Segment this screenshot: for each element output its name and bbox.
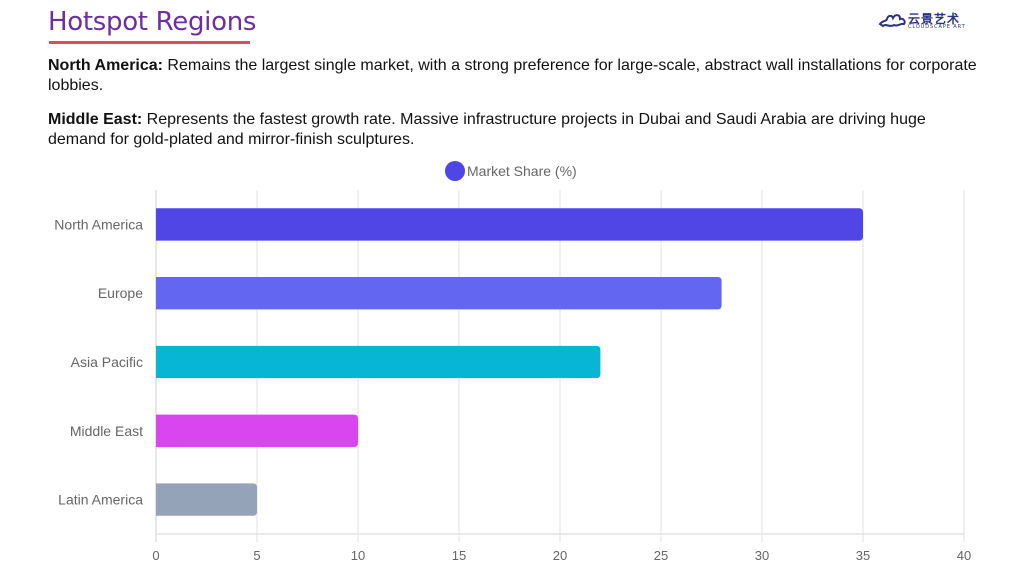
paragraph-label: Middle East:: [48, 111, 143, 128]
y-category-label: Asia Pacific: [71, 354, 143, 370]
paragraph-text: Represents the fastest growth rate. Mass…: [48, 111, 926, 148]
x-tick-label: 10: [351, 548, 365, 563]
bar-middle-east[interactable]: [156, 414, 358, 447]
legend-label[interactable]: Market Share (%): [467, 163, 577, 179]
legend-swatch[interactable]: [445, 161, 465, 181]
bar-asia-pacific[interactable]: [156, 345, 601, 379]
y-axis-labels: North America Europe Asia Pacific Middle Ea…: [54, 216, 143, 507]
x-tick-label: 35: [856, 548, 870, 563]
x-tick-label: 20: [553, 548, 567, 563]
logo-text-cn: 云景艺术: [908, 12, 961, 26]
title-underline: [49, 41, 250, 44]
brand-logo: 云景艺术 CLOUDSCAPE ART: [878, 10, 978, 32]
bar-europe[interactable]: [156, 277, 722, 310]
bar-north-america[interactable]: [156, 208, 863, 241]
chart-bars: [156, 208, 863, 516]
y-category-label: Middle East: [70, 423, 143, 439]
paragraph-label: North America:: [48, 57, 163, 74]
chart-legend[interactable]: Market Share (%): [445, 161, 577, 181]
x-tick-label: 25: [654, 548, 668, 563]
x-tick-label: 5: [253, 548, 260, 563]
x-tick-label: 40: [957, 548, 971, 563]
x-axis-labels: 0 5 10 15 20 25 30 35 40: [152, 548, 971, 563]
market-share-chart: Market Share (%) North America Europe Asia…: [54, 161, 971, 563]
paragraph-middle-east: Middle East: Represents the fastest grow…: [48, 110, 988, 150]
logo-text-en: CLOUDSCAPE ART: [908, 24, 966, 30]
y-category-label: North America: [54, 216, 143, 232]
paragraph-north-america: North America: Remains the largest singl…: [48, 56, 988, 96]
x-tick-label: 15: [452, 548, 466, 563]
page-title: Hotspot Regions: [48, 7, 257, 37]
bar-latin-america[interactable]: [156, 483, 257, 516]
x-tick-label: 0: [152, 548, 159, 563]
cloud-logo-icon: [878, 14, 906, 28]
y-category-label: Latin America: [58, 492, 143, 508]
paragraph-text: Remains the largest single market, with …: [48, 57, 977, 94]
x-tick-label: 30: [755, 548, 769, 563]
y-category-label: Europe: [98, 285, 143, 301]
